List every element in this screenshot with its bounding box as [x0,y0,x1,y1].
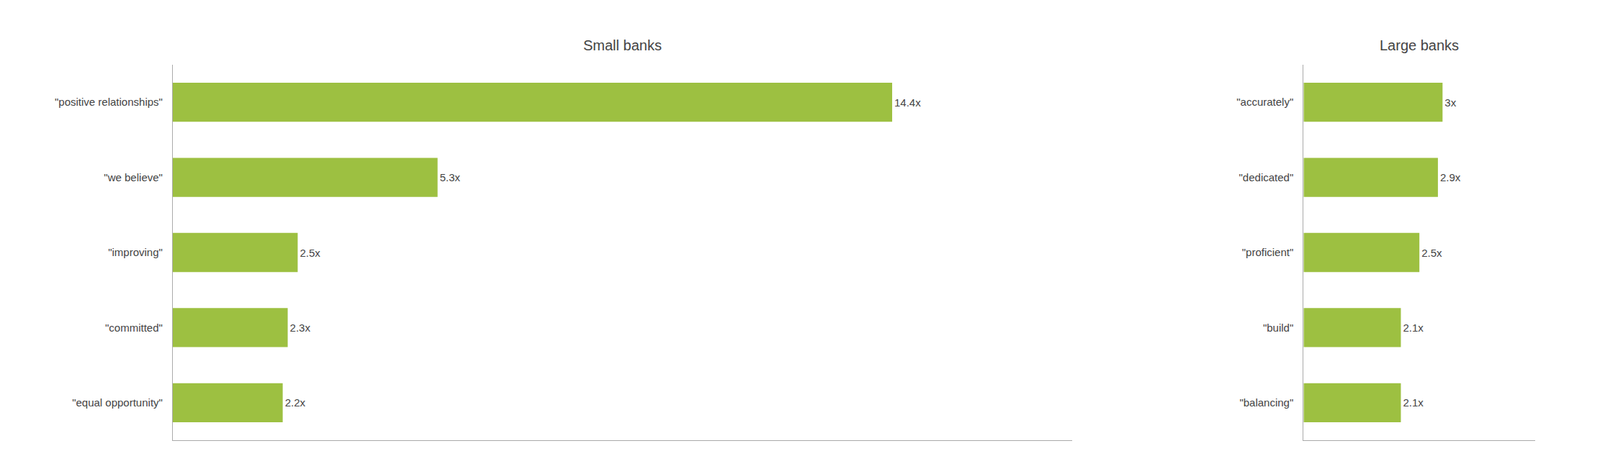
svg-text:"build": "build" [1263,321,1294,335]
svg-text:2.1x: 2.1x [1402,321,1424,335]
svg-text:"balancing": "balancing" [1239,396,1294,410]
svg-text:5.3x: 5.3x [439,171,461,184]
svg-text:2.1x: 2.1x [1402,396,1424,410]
svg-text:2.5x: 2.5x [299,246,321,260]
svg-text:2.5x: 2.5x [1421,246,1443,260]
svg-text:"improving": "improving" [108,246,163,259]
svg-text:"positive relationships": "positive relationships" [54,95,163,109]
svg-text:2.9x: 2.9x [1440,171,1462,184]
svg-text:Large banks: Large banks [1379,37,1459,54]
svg-text:"accurately": "accurately" [1236,95,1294,109]
svg-text:3x: 3x [1444,96,1456,109]
svg-text:"we believe": "we believe" [103,171,163,184]
svg-text:14.4x: 14.4x [894,96,921,109]
svg-text:"proficient": "proficient" [1242,246,1294,259]
svg-text:2.2x: 2.2x [285,396,307,410]
svg-text:"equal opportunity": "equal opportunity" [72,396,163,410]
svg-text:2.3x: 2.3x [290,321,312,335]
svg-text:"committed": "committed" [105,321,163,335]
svg-text:"dedicated": "dedicated" [1239,171,1294,184]
svg-text:Small banks: Small banks [583,37,662,54]
